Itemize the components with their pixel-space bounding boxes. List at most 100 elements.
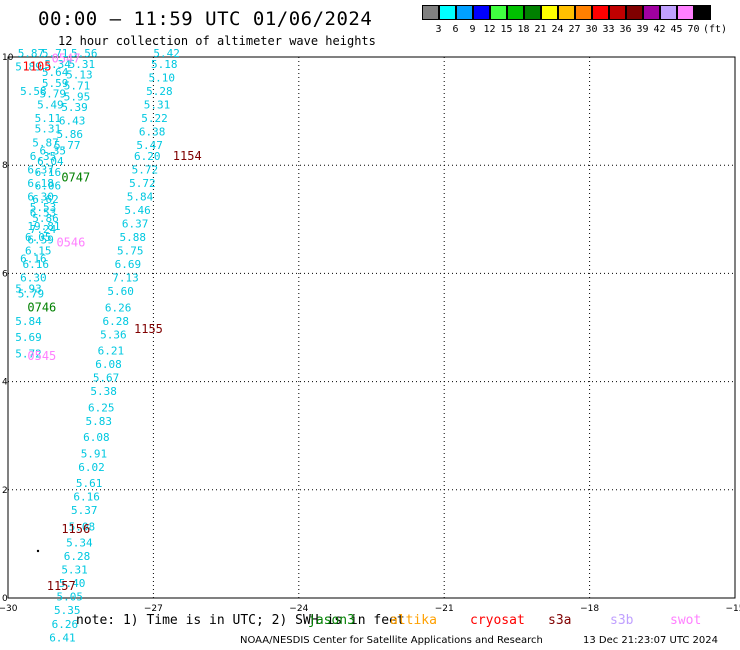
wave-height-value: 5.91: [81, 447, 108, 460]
legend-label: 27: [568, 24, 581, 35]
wave-height-value: 5.87: [32, 136, 59, 149]
legend-label: 30: [585, 24, 598, 35]
wave-height-value: 5.31: [35, 123, 62, 136]
wave-height-value: 5.38: [90, 385, 117, 398]
wave-height-value: 5.39: [61, 101, 88, 114]
wave-height-value: 5.47: [136, 139, 163, 152]
wave-height-value: 5.59: [42, 77, 69, 90]
wave-height-value: 6.26: [52, 618, 78, 631]
legend-swatch: [660, 5, 677, 20]
y-tick-label: 4: [2, 378, 8, 388]
legend-swatch: [439, 5, 456, 20]
legend-label: 42: [653, 24, 666, 35]
wave-height-value: 7.13: [112, 272, 139, 285]
wave-height-value: 6.21: [98, 345, 125, 358]
wave-height-value: 5.31: [61, 564, 88, 577]
wave-height-value: 5.28: [146, 85, 173, 98]
wave-height-value: 5.69: [15, 331, 42, 344]
wave-height-value: 5.35: [54, 604, 81, 617]
pass-time-label: 0547: [52, 51, 81, 65]
legend-swatch: [473, 5, 490, 20]
wave-height-value: 5.89: [15, 61, 42, 74]
legend-label: 12: [483, 24, 496, 35]
legend-label: 6: [452, 24, 459, 35]
wave-height-value: 6.08: [83, 431, 110, 444]
x-tick-label: −24: [289, 604, 308, 614]
wave-height-value: 6.37: [122, 217, 149, 230]
wave-height-value: 5.88: [119, 231, 145, 244]
satellite-label: jason3: [308, 613, 355, 628]
legend-swatch: [677, 5, 694, 20]
wave-height-value: 6.15: [25, 244, 52, 257]
legend-label: 15: [500, 24, 513, 35]
legend-swatch: [490, 5, 507, 20]
wave-height-value: 5.58: [20, 85, 47, 98]
wave-height-value: 6.62: [32, 193, 59, 206]
wave-height-value: 5.37: [71, 504, 98, 517]
wave-height-value: 6.25: [88, 401, 115, 414]
wave-height-value: 6.26: [105, 301, 132, 314]
wave-height-value: 5.75: [117, 244, 144, 257]
wave-height-value: 6.16: [20, 253, 47, 266]
wave-height-value: 5.64: [42, 66, 69, 79]
wave-height-value: 5.36: [100, 328, 127, 341]
wave-height-value: 6.30: [27, 190, 53, 203]
track-marker: [36, 549, 40, 553]
legend-swatch: [626, 5, 643, 20]
legend-label: 33: [602, 24, 615, 35]
pass-time-label: 0746: [27, 300, 56, 314]
wave-height-value: 6.41: [49, 631, 76, 644]
y-tick-label: 10: [2, 53, 14, 63]
wave-height-value: 5.10: [149, 71, 176, 84]
wave-height-value: 5.40: [59, 577, 86, 590]
wave-height-value: 5.84: [127, 190, 154, 203]
x-tick-label: −18: [580, 604, 599, 614]
wave-height-value: 5.08: [69, 520, 96, 533]
wave-height-value: 5.42: [153, 47, 180, 60]
satellite-label: swot: [670, 613, 702, 628]
wave-height-value: 6.69: [115, 258, 142, 271]
footnote: note: 1) Time is in UTC; 2) SWH is in fe…: [76, 613, 405, 628]
wave-height-value: 5.86: [32, 212, 59, 225]
legend-label: 3: [435, 24, 442, 35]
legend-swatch: [592, 5, 609, 20]
wave-height-value: 5.72: [129, 177, 156, 190]
wave-height-value: 5.87: [18, 47, 45, 60]
wave-height-value: 5.13: [66, 69, 93, 82]
legend-label: 18: [517, 24, 530, 35]
wave-height-value: 5.61: [76, 477, 103, 490]
wave-height-value: 5.67: [93, 372, 120, 385]
satellite-label: s3a: [548, 613, 572, 628]
y-tick-label: 6: [2, 269, 8, 279]
wave-height-value: 6.28: [64, 550, 90, 563]
wave-height-value: 5.72: [132, 163, 159, 176]
y-tick-label: 2: [2, 486, 8, 496]
legend-swatch: [575, 5, 592, 20]
legend-swatch: [456, 5, 473, 20]
legend-swatch: [507, 5, 524, 20]
pass-time-label: 1157: [47, 579, 76, 593]
pass-time-label: 1155: [134, 322, 163, 336]
wave-height-value: 5.34: [66, 537, 93, 550]
wave-height-value: 6.20: [134, 150, 161, 163]
generation-timestamp: 13 Dec 21:23:07 UTC 2024: [583, 635, 718, 646]
wave-height-value: 6.30: [20, 272, 47, 285]
wave-height-value: 5.93: [15, 282, 42, 295]
y-tick-label: 8: [2, 161, 8, 171]
wave-height-value: 5.18: [151, 58, 178, 71]
wave-height-value: 5.31: [69, 58, 96, 71]
legend-swatch: [609, 5, 626, 20]
wave-height-value: 5.22: [141, 112, 168, 125]
legend-label: 45: [670, 24, 683, 35]
legend-swatch: [541, 5, 558, 20]
wave-height-value: 5.72: [15, 347, 42, 360]
wave-height-value: 7.24: [30, 223, 57, 236]
wave-height-value: 6.02: [78, 461, 105, 474]
x-tick-label: −30: [0, 604, 18, 614]
wave-height-value: 5.60: [107, 285, 133, 298]
legend-label: 24: [551, 24, 564, 35]
wave-height-value: 5.31: [144, 98, 171, 111]
wave-height-value: 5.46: [124, 204, 151, 217]
map-title: 00:00 – 11:59 UTC 01/06/2024: [38, 8, 373, 30]
wave-height-value: 6.59: [27, 234, 53, 247]
